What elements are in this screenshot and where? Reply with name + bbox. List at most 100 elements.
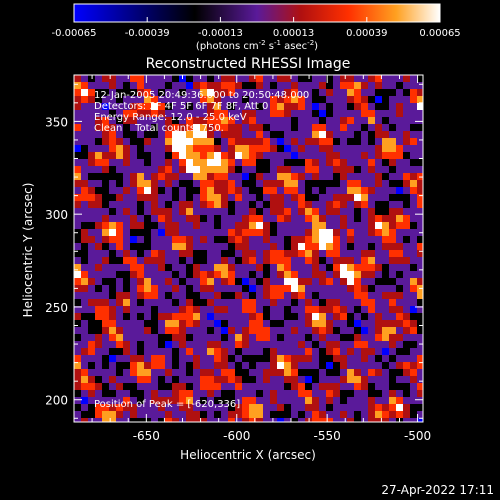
heatmap-cell	[361, 320, 368, 327]
heatmap-cell	[403, 383, 410, 390]
heatmap-cell	[172, 173, 179, 180]
heatmap-cell	[95, 327, 102, 334]
heatmap-cell	[235, 320, 242, 327]
heatmap-cell	[361, 208, 368, 215]
heatmap-cell	[144, 320, 151, 327]
heatmap-cell	[116, 96, 123, 103]
heatmap-cell	[81, 229, 88, 236]
heatmap-cell	[200, 117, 207, 124]
heatmap-cell	[361, 271, 368, 278]
heatmap-cell	[354, 250, 361, 257]
heatmap-cell	[179, 390, 186, 397]
heatmap-cell	[305, 362, 312, 369]
heatmap-cell	[354, 222, 361, 229]
heatmap-cell	[368, 215, 375, 222]
heatmap-cell	[347, 124, 354, 131]
heatmap-cell	[228, 166, 235, 173]
heatmap-cell	[158, 124, 165, 131]
heatmap-cell	[277, 96, 284, 103]
heatmap-cell	[354, 292, 361, 299]
heatmap-cell	[151, 82, 158, 89]
heatmap-cell	[242, 348, 249, 355]
heatmap-cell	[172, 292, 179, 299]
heatmap-cell	[207, 180, 214, 187]
heatmap-cell	[151, 327, 158, 334]
heatmap-cell	[256, 362, 263, 369]
heatmap-cell	[144, 397, 151, 404]
heatmap-cell	[361, 117, 368, 124]
heatmap-cell	[340, 285, 347, 292]
heatmap-cell	[123, 390, 130, 397]
heatmap-cell	[116, 152, 123, 159]
heatmap-cell	[340, 313, 347, 320]
heatmap-cell	[186, 194, 193, 201]
heatmap-cell	[312, 201, 319, 208]
heatmap-cell	[277, 103, 284, 110]
heatmap-cell	[221, 355, 228, 362]
heatmap-cell	[333, 82, 340, 89]
heatmap-cell	[403, 152, 410, 159]
heatmap-cell	[389, 299, 396, 306]
heatmap-cell	[249, 215, 256, 222]
heatmap-cell	[256, 208, 263, 215]
heatmap-cell	[312, 75, 319, 82]
heatmap-cell	[382, 390, 389, 397]
heatmap-cell	[207, 222, 214, 229]
heatmap-cell	[256, 306, 263, 313]
heatmap-cell	[151, 292, 158, 299]
heatmap-cell	[340, 194, 347, 201]
heatmap-cell	[130, 376, 137, 383]
heatmap-cell	[130, 411, 137, 418]
heatmap-cell	[382, 187, 389, 194]
heatmap-cell	[326, 103, 333, 110]
heatmap-cell	[284, 229, 291, 236]
heatmap-cell	[214, 383, 221, 390]
heatmap-cell	[284, 138, 291, 145]
heatmap-cell	[172, 383, 179, 390]
heatmap-cell	[102, 152, 109, 159]
heatmap-cell	[277, 355, 284, 362]
heatmap-cell	[81, 320, 88, 327]
heatmap-cell	[123, 173, 130, 180]
heatmap-cell	[165, 89, 172, 96]
heatmap-cell	[95, 236, 102, 243]
heatmap-cell	[123, 82, 130, 89]
heatmap-cell	[74, 257, 81, 264]
heatmap-cell	[389, 369, 396, 376]
heatmap-cell	[256, 131, 263, 138]
heatmap-cell	[319, 152, 326, 159]
heatmap-cell	[375, 369, 382, 376]
heatmap-cell	[81, 96, 88, 103]
heatmap-cell	[74, 89, 81, 96]
heatmap-cell	[235, 152, 242, 159]
heatmap-cell	[116, 397, 123, 404]
heatmap-cell	[305, 117, 312, 124]
heatmap-cell	[403, 180, 410, 187]
heatmap-cells	[74, 75, 423, 422]
heatmap-cell	[74, 208, 81, 215]
heatmap-cell	[291, 138, 298, 145]
heatmap-cell	[109, 250, 116, 257]
heatmap-cell	[102, 390, 109, 397]
heatmap-cell	[333, 187, 340, 194]
heatmap-cell	[165, 229, 172, 236]
heatmap-cell	[382, 215, 389, 222]
heatmap-cell	[368, 327, 375, 334]
heatmap-cell	[256, 327, 263, 334]
heatmap-cell	[193, 390, 200, 397]
heatmap-cell	[151, 355, 158, 362]
heatmap-cell	[340, 75, 347, 82]
heatmap-cell	[179, 355, 186, 362]
heatmap-cell	[375, 418, 382, 422]
heatmap-cell	[312, 166, 319, 173]
heatmap-cell	[249, 390, 256, 397]
heatmap-cell	[179, 208, 186, 215]
heatmap-cell	[137, 166, 144, 173]
heatmap-cell	[410, 362, 417, 369]
heatmap-cell	[333, 341, 340, 348]
heatmap-cell	[242, 243, 249, 250]
heatmap-cell	[74, 411, 81, 418]
heatmap-cell	[361, 250, 368, 257]
heatmap-cell	[354, 285, 361, 292]
heatmap-cell	[389, 236, 396, 243]
